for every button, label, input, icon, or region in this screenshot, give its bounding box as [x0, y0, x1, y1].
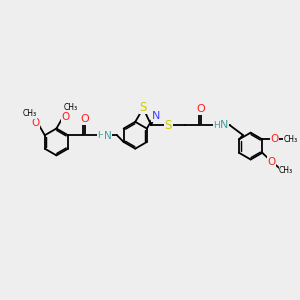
Text: S: S — [165, 119, 172, 132]
Text: CH₃: CH₃ — [23, 110, 37, 118]
Text: H: H — [97, 131, 104, 140]
Text: O: O — [80, 114, 89, 124]
Text: N: N — [220, 120, 228, 130]
Text: N: N — [152, 111, 160, 122]
Text: O: O — [61, 112, 69, 122]
Text: O: O — [270, 134, 278, 144]
Text: O: O — [267, 157, 276, 166]
Text: H: H — [213, 121, 220, 130]
Text: O: O — [32, 118, 40, 128]
Text: S: S — [140, 100, 147, 113]
Text: CH₃: CH₃ — [279, 166, 293, 175]
Text: CH₃: CH₃ — [64, 103, 78, 112]
Text: CH₃: CH₃ — [283, 135, 297, 144]
Text: N: N — [103, 130, 111, 140]
Text: O: O — [196, 104, 205, 114]
